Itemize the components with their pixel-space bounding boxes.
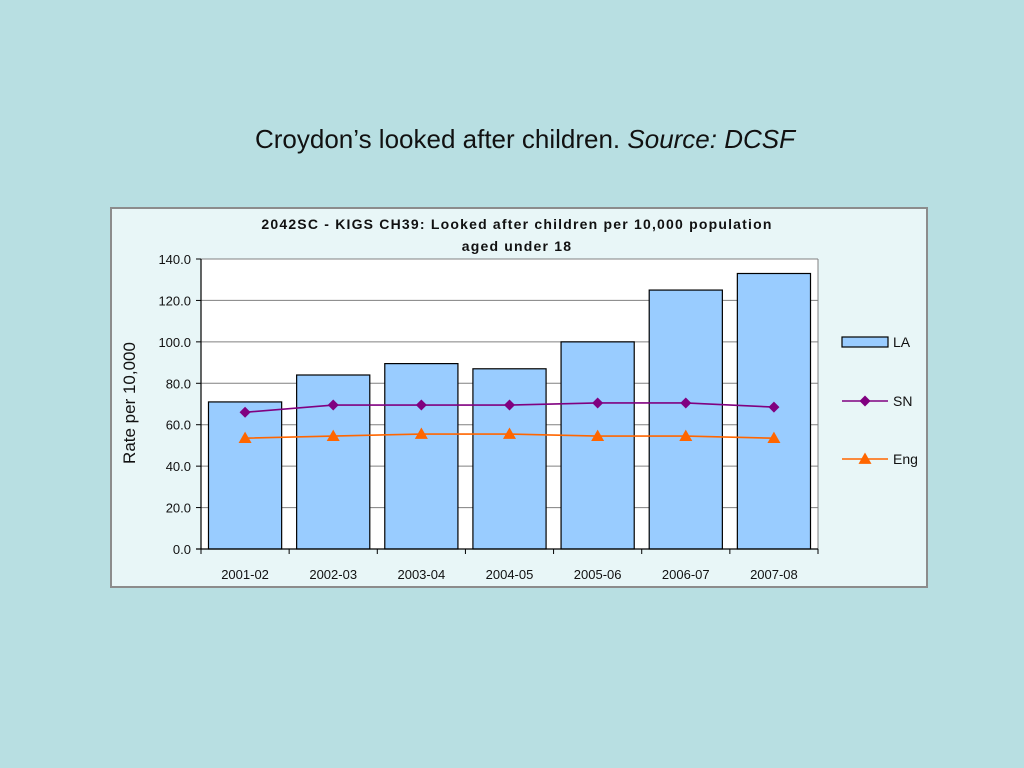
- y-tick-label: 0.0: [173, 542, 191, 557]
- y-axis-label: Rate per 10,000: [120, 342, 139, 464]
- legend-marker-SN: [859, 395, 871, 407]
- point-Eng-2002-03: [326, 429, 340, 441]
- bar-2006-07: [648, 289, 723, 550]
- legend-marker-Eng: [858, 452, 872, 464]
- x-tick-label: 2007-08: [750, 567, 798, 582]
- x-tick-label: 2006-07: [662, 567, 710, 582]
- point-SN-2002-03: [327, 399, 339, 411]
- point-Eng-2007-08: [767, 431, 781, 444]
- bar-2004-05: [472, 368, 547, 550]
- chart-title-line1: 2042SC - KIGS CH39: Looked after childre…: [261, 216, 772, 232]
- point-SN-2003-04: [415, 399, 427, 411]
- y-tick-label: 140.0: [158, 252, 191, 267]
- point-Eng-2006-07: [679, 429, 693, 441]
- bar-2001-02: [207, 401, 283, 550]
- y-tick-label: 120.0: [158, 293, 191, 308]
- x-tick-label: 2002-03: [309, 567, 357, 582]
- legend: LA SN Eng: [841, 334, 918, 467]
- bar-2003-04: [384, 363, 459, 550]
- y-tick-label: 60.0: [166, 418, 191, 433]
- line-series: [238, 397, 781, 444]
- point-SN-2005-06: [592, 397, 604, 409]
- y-tick-label: 80.0: [166, 376, 191, 391]
- bar-2005-06: [560, 341, 635, 550]
- point-SN-2001-02: [239, 406, 251, 418]
- legend-swatch-LA: [841, 336, 889, 348]
- point-Eng-2003-04: [414, 427, 428, 439]
- chart-title-line2: aged under 18: [462, 238, 573, 254]
- point-Eng-2004-05: [503, 427, 516, 439]
- axes: 0.0 20.0 40.0 60.0 80.0 100.0 120.0 140.0 2001-0…: [158, 252, 819, 582]
- legend-label-Eng: Eng: [893, 451, 918, 467]
- point-SN-2007-08: [768, 401, 780, 413]
- slide-title-main: Croydon’s looked after children.: [254, 124, 621, 154]
- chart-frame: 2042SC - KIGS CH39: Looked after childre…: [110, 207, 928, 588]
- bar-series: [207, 272, 812, 550]
- y-tick-label: 40.0: [166, 459, 191, 474]
- point-Eng-2005-06: [591, 429, 605, 441]
- point-SN-2004-05: [504, 399, 515, 411]
- y-tick-label: 20.0: [166, 501, 191, 516]
- slide-title-source: Source: DCSF: [627, 124, 795, 154]
- point-Eng-2001-02: [238, 431, 252, 444]
- x-tick-label: 2001-02: [221, 567, 269, 582]
- chart: 2042SC - KIGS CH39: Looked after childre…: [120, 216, 918, 582]
- x-tick-label: 2003-04: [397, 567, 445, 582]
- legend-label-LA: LA: [893, 334, 911, 350]
- x-tick-label: 2005-06: [574, 567, 622, 582]
- point-SN-2006-07: [680, 397, 692, 409]
- x-tick-label: 2004-05: [486, 567, 534, 582]
- legend-label-SN: SN: [893, 393, 912, 409]
- slide-title: Croydon’s looked after children. Source:…: [0, 124, 1024, 155]
- y-tick-label: 100.0: [158, 335, 191, 350]
